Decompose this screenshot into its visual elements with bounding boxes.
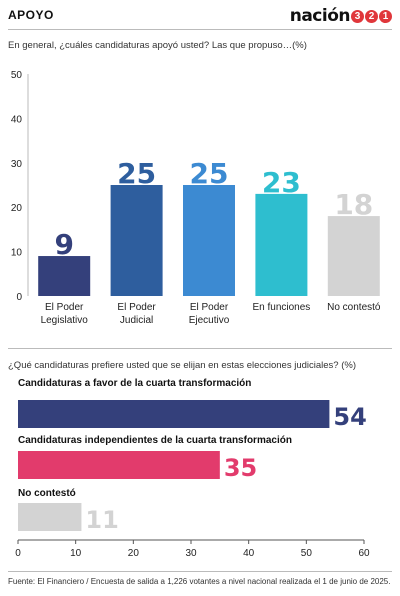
chart2-title: ¿Qué candidaturas prefiere usted que se … <box>8 360 357 371</box>
x-tick-label: 40 <box>243 548 255 559</box>
bar-value-label: 11 <box>85 506 118 534</box>
bar-value-label: 54 <box>333 403 366 431</box>
logo: nación 3 2 1 <box>290 6 392 26</box>
bar <box>183 185 235 296</box>
category-label: El Poder <box>190 302 229 313</box>
header: APOYO nación 3 2 1 <box>8 6 392 28</box>
chart1-title: En general, ¿cuáles candidaturas apoyó u… <box>8 40 307 51</box>
x-tick-label: 60 <box>358 548 370 559</box>
logo-digit: 1 <box>379 9 392 23</box>
x-tick-label: 0 <box>15 548 21 559</box>
header-rule <box>8 29 392 30</box>
category-label: No contestó <box>18 488 76 499</box>
bar <box>327 216 380 296</box>
category-label: Legislativo <box>41 315 89 326</box>
footer-rule <box>8 571 392 572</box>
category-label: Ejecutivo <box>189 315 230 326</box>
source-note: Fuente: El Financiero / Encuesta de sali… <box>8 577 391 586</box>
bar-value-label: 18 <box>334 188 373 221</box>
x-tick-label: 30 <box>185 548 197 559</box>
y-tick-label: 0 <box>16 292 22 303</box>
bar-value-label: 25 <box>117 157 156 190</box>
bar <box>110 185 163 296</box>
bar <box>18 503 82 531</box>
bar-value-label: 25 <box>190 157 229 190</box>
logo-wordmark: nación <box>289 6 351 26</box>
bar <box>255 193 308 296</box>
section-label: APOYO <box>8 8 54 22</box>
bar <box>18 451 220 479</box>
bar-value-label: 35 <box>224 454 257 482</box>
x-tick-label: 10 <box>70 548 82 559</box>
category-label: El Poder <box>117 302 156 313</box>
y-tick-label: 50 <box>11 70 23 81</box>
logo-digit: 2 <box>365 9 378 23</box>
bar-value-label: 9 <box>54 228 73 261</box>
y-tick-label: 30 <box>11 159 23 170</box>
category-label: En funciones <box>252 302 310 313</box>
y-tick-label: 20 <box>11 203 23 214</box>
bar <box>18 400 330 428</box>
category-label: No contestó <box>327 302 381 313</box>
category-label: Judicial <box>120 315 153 326</box>
logo-digit: 3 <box>351 9 364 23</box>
section-rule <box>8 348 392 349</box>
category-label: Candidaturas a favor de la cuarta transf… <box>18 378 251 389</box>
y-tick-label: 40 <box>11 114 23 125</box>
category-label: Candidaturas independientes de la cuarta… <box>18 435 292 446</box>
bar-value-label: 23 <box>262 166 301 199</box>
x-tick-label: 50 <box>301 548 313 559</box>
vertical-bar-chart: 0 10 20 30 40 50 9 El Poder Legislativo 25 El Pode… <box>11 70 381 326</box>
bar <box>38 256 91 296</box>
horizontal-bar-chart: Candidaturas a favor de la cuarta transf… <box>15 378 370 559</box>
x-tick-label: 20 <box>128 548 140 559</box>
y-tick-label: 10 <box>11 248 23 259</box>
category-label: El Poder <box>45 302 84 313</box>
